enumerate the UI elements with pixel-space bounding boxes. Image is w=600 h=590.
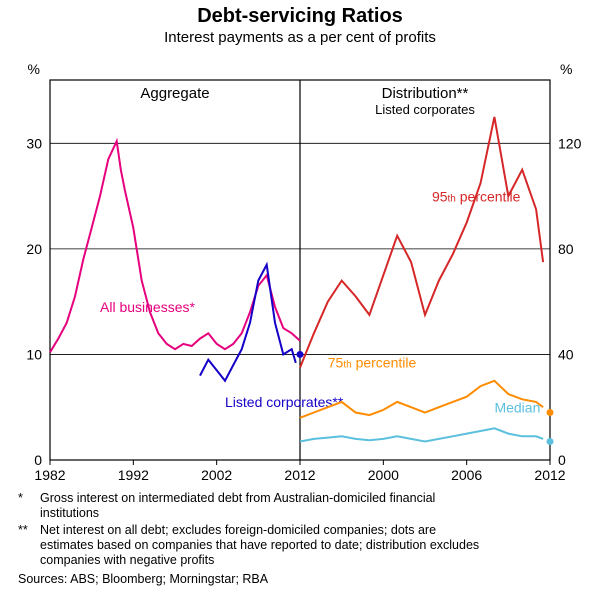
right-y-tick: 120	[558, 135, 582, 151]
x-tick-left: 1982	[34, 467, 65, 483]
chart-subtitle: Interest payments as a per cent of profi…	[164, 29, 436, 46]
label-p95: 95th percentile	[432, 188, 521, 204]
x-tick-right: 2012	[534, 467, 565, 483]
right-y-tick: 80	[558, 241, 574, 257]
right-y-tick: 0	[558, 452, 566, 468]
x-tick-right: 2000	[368, 467, 399, 483]
footnote-star-text: Gross interest on intermediated debt fro…	[40, 491, 435, 505]
footnote-star-text: institutions	[40, 506, 99, 520]
left-y-tick: 30	[26, 135, 42, 151]
label-p75: 75th percentile	[328, 355, 417, 371]
right-panel-title: Distribution**	[382, 85, 469, 102]
x-tick-left: 2012	[284, 467, 315, 483]
left-y-unit: %	[28, 61, 40, 77]
x-tick-left: 1992	[118, 467, 149, 483]
left-y-tick: 0	[34, 452, 42, 468]
debt-servicing-chart: Debt-servicing Ratios Interest payments a…	[0, 0, 600, 590]
left-y-tick: 20	[26, 241, 42, 257]
footnote-dstar-text: Net interest on all debt; excludes forei…	[40, 523, 436, 537]
left-y-tick: 10	[26, 346, 42, 362]
dot-listed-corporates	[297, 351, 304, 358]
footnote-star: *	[18, 491, 23, 505]
right-panel-subtitle: Listed corporates	[375, 102, 475, 117]
dot-p75	[547, 409, 554, 416]
right-y-unit: %	[560, 61, 572, 77]
chart-title: Debt-servicing Ratios	[197, 5, 403, 27]
x-tick-left: 2002	[201, 467, 232, 483]
sources: Sources: ABS; Bloomberg; Morningstar; RB…	[18, 572, 269, 586]
dot-median	[547, 438, 554, 445]
label-all-businesses: All businesses*	[100, 299, 195, 315]
footnote-dstar: **	[18, 523, 28, 537]
right-y-tick: 40	[558, 346, 574, 362]
footnote-dstar-text: estimates based on companies that have r…	[40, 538, 479, 552]
footnote-dstar-text: companies with negative profits	[40, 553, 214, 567]
x-tick-right: 2006	[451, 467, 482, 483]
left-panel-title: Aggregate	[140, 85, 209, 102]
label-median: Median	[494, 400, 540, 416]
